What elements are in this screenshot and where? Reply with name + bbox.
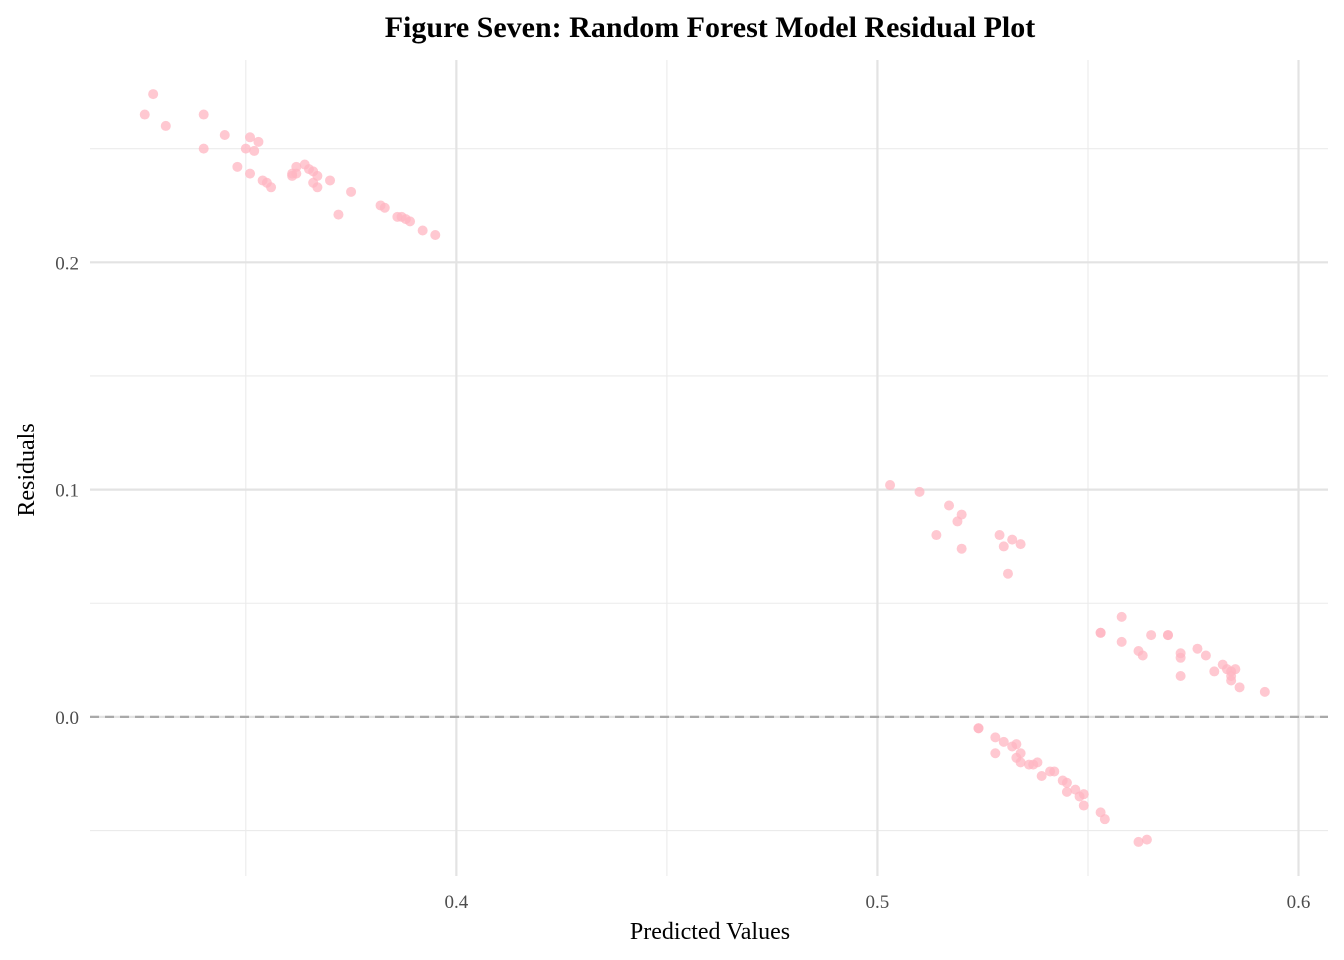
data-point (1209, 666, 1220, 677)
data-point (1259, 686, 1270, 697)
data-point (885, 480, 896, 491)
data-point (990, 732, 1001, 743)
data-point (1116, 611, 1127, 622)
data-point (1078, 800, 1089, 811)
major-gridlines (90, 60, 1328, 876)
data-point (944, 500, 955, 511)
y-tick-label: 0.1 (55, 481, 79, 502)
data-point (148, 89, 159, 100)
data-point (1015, 539, 1026, 550)
data-point (1061, 786, 1072, 797)
data-point (266, 182, 277, 193)
data-point (1200, 650, 1211, 661)
data-point (325, 175, 336, 186)
data-point (198, 109, 209, 120)
data-point (232, 161, 243, 172)
data-point (1116, 636, 1127, 647)
data-point (379, 202, 390, 213)
y-tick-labels: 0.0 0.1 0.2 (55, 253, 79, 729)
points-layer (139, 89, 1270, 847)
data-point (139, 109, 150, 120)
data-point (219, 130, 230, 141)
data-point (1007, 534, 1018, 545)
data-point (1099, 814, 1110, 825)
data-point (405, 216, 416, 227)
data-point (952, 516, 963, 527)
data-point (973, 723, 984, 734)
data-point (998, 736, 1009, 747)
data-point (287, 168, 298, 179)
data-point (198, 143, 209, 154)
data-point (956, 543, 967, 554)
data-point (990, 748, 1001, 759)
data-point (249, 145, 260, 156)
data-point (1175, 670, 1186, 681)
data-point (1061, 777, 1072, 788)
data-point (253, 136, 264, 147)
data-point (1192, 643, 1203, 654)
data-point (245, 132, 256, 143)
data-point (1036, 770, 1047, 781)
data-point (1146, 630, 1157, 641)
data-point (1162, 630, 1173, 641)
x-tick-label: 0.6 (1287, 892, 1311, 913)
data-point (931, 530, 942, 541)
data-point (998, 541, 1009, 552)
data-point (1141, 834, 1152, 845)
data-point (1133, 836, 1144, 847)
data-point (914, 486, 925, 497)
x-axis-label: Predicted Values (630, 919, 790, 945)
data-point (1226, 675, 1237, 686)
x-tick-label: 0.5 (866, 892, 890, 913)
data-point (1032, 757, 1043, 768)
data-point (417, 225, 428, 236)
data-point (160, 120, 171, 131)
data-point (346, 186, 357, 197)
data-point (1095, 627, 1106, 638)
data-point (312, 182, 323, 193)
y-tick-label: 0.0 (55, 708, 79, 729)
data-point (1234, 682, 1245, 693)
data-point (1002, 568, 1013, 579)
chart-title: Figure Seven: Random Forest Model Residu… (385, 11, 1036, 44)
data-point (1175, 652, 1186, 663)
data-point (1137, 650, 1148, 661)
data-point (430, 230, 441, 241)
data-point (1049, 766, 1060, 777)
data-point (1078, 789, 1089, 800)
minor-gridlines (90, 60, 1328, 876)
data-point (240, 143, 251, 154)
data-point (245, 168, 256, 179)
data-point (994, 530, 1005, 541)
data-point (1011, 739, 1022, 750)
x-tick-labels: 0.4 0.5 0.6 (444, 892, 1310, 913)
data-point (1015, 757, 1026, 768)
x-tick-label: 0.4 (444, 892, 468, 913)
data-point (333, 209, 344, 220)
y-tick-label: 0.2 (55, 253, 79, 274)
y-axis-label: Residuals (14, 423, 40, 516)
